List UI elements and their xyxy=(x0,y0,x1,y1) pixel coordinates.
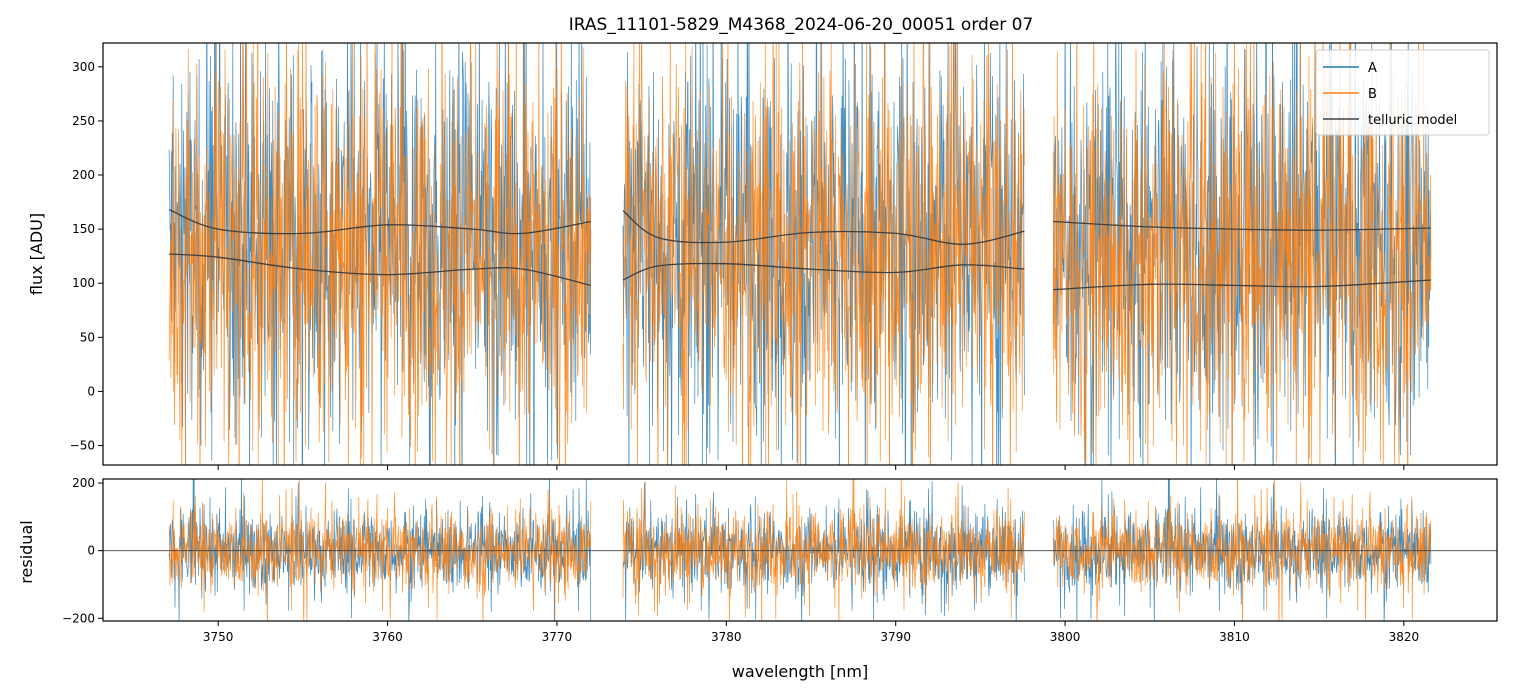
flux-y-tick-label: 200 xyxy=(72,168,95,182)
flux-y-tick-label: 300 xyxy=(72,60,95,74)
legend-box xyxy=(1315,49,1490,136)
residual-series-b-segment-2 xyxy=(622,479,1025,621)
flux-plot-area xyxy=(168,43,1432,465)
residual-y-tick-label: 200 xyxy=(72,476,95,490)
flux-y-tick-label: 150 xyxy=(72,222,95,236)
flux-y-axis-label: flux [ADU] xyxy=(27,213,46,295)
flux-y-tick-label: 250 xyxy=(72,114,95,128)
flux-series-b-segment-3 xyxy=(1052,43,1432,465)
flux-y-ticks: −50 0 50 100 150 200 250 300 xyxy=(70,60,103,453)
residual-series-b-segment-1 xyxy=(168,479,592,621)
residual-panel-frame xyxy=(102,478,1498,622)
flux-y-tick-label: 100 xyxy=(72,276,95,290)
residual-y-ticks: −200 0 200 xyxy=(62,476,103,625)
chart-title: IRAS_11101-5829_M4368_2024-06-20_00051 o… xyxy=(569,15,1034,35)
residual-panel: −200 0 200 3750 3760 3770 3780 3790 3800 3810 382… xyxy=(17,476,1498,681)
telluric-model-curve-4 xyxy=(622,262,1025,281)
flux-series-a-segment-3 xyxy=(1052,43,1432,465)
x-axis-label: wavelength [nm] xyxy=(732,662,869,681)
flux-y-tick-label: −50 xyxy=(70,439,95,453)
residual-y-axis-label: residual xyxy=(17,520,36,583)
legend: A B telluric model xyxy=(1315,49,1490,136)
residual-series-b-segment-3 xyxy=(1052,479,1432,621)
residual-x-tick-label: 3810 xyxy=(1219,630,1250,644)
residual-x-tick-label: 3760 xyxy=(372,630,403,644)
telluric-model-curve-6 xyxy=(1053,279,1431,291)
residual-x-tick-label: 3820 xyxy=(1389,630,1420,644)
flux-x-ticks xyxy=(217,465,1405,470)
flux-y-tick-label: 0 xyxy=(87,384,95,398)
residual-series-a-segment-1 xyxy=(168,479,592,621)
flux-series-b-segment-1 xyxy=(168,43,592,465)
flux-panel: −50 0 50 100 150 200 250 300 flux [ADU] A B tel… xyxy=(27,42,1498,470)
residual-y-tick-label: 0 xyxy=(87,544,95,558)
residual-x-tick-label: 3750 xyxy=(203,630,234,644)
legend-label-b: B xyxy=(1368,87,1377,102)
residual-x-tick-label: 3780 xyxy=(711,630,742,644)
telluric-model-curve-2 xyxy=(169,253,591,287)
flux-series-b-segment-2 xyxy=(622,43,1025,465)
residual-plot-area xyxy=(168,479,1432,621)
telluric-model-curve-5 xyxy=(1053,220,1431,231)
flux-panel-frame xyxy=(102,42,1498,466)
residual-y-tick-label: −200 xyxy=(62,611,95,625)
telluric-model-lines xyxy=(168,208,1431,291)
legend-label-telluric: telluric model xyxy=(1368,113,1457,128)
flux-y-tick-label: 50 xyxy=(80,330,95,344)
telluric-model-curve-1 xyxy=(168,208,591,235)
residual-x-tick-label: 3790 xyxy=(880,630,911,644)
residual-x-ticks: 3750 3760 3770 3780 3790 3800 3810 3820 xyxy=(203,621,1419,644)
telluric-model-curve-3 xyxy=(622,210,1025,245)
residual-x-tick-label: 3800 xyxy=(1050,630,1081,644)
legend-label-a: A xyxy=(1368,61,1377,76)
residual-x-tick-label: 3770 xyxy=(542,630,573,644)
